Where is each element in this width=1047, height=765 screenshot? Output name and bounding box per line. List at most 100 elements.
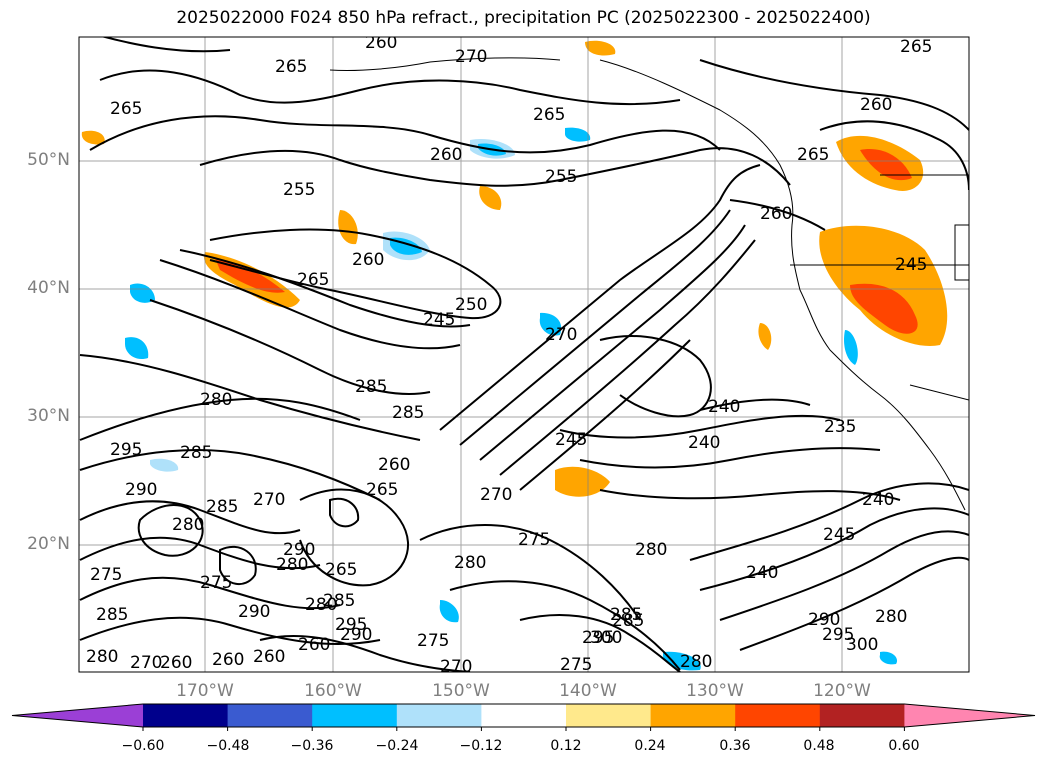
colorbar <box>11 703 1036 731</box>
colorbar-tick-label: −0.36 <box>290 738 334 754</box>
contour-label: 300 <box>590 628 622 648</box>
contour-label: 270 <box>480 485 512 505</box>
colorbar-segment <box>481 704 567 727</box>
contour-label: 235 <box>824 417 856 437</box>
contour-label: 270 <box>440 657 472 677</box>
contour-label: 295 <box>110 440 142 460</box>
contour-label: 275 <box>560 655 592 675</box>
colorbar-segment <box>312 704 398 727</box>
contour-label: 290 <box>283 540 315 560</box>
contour-label: 245 <box>895 255 927 275</box>
colorbar-tick-label: 0.36 <box>719 738 751 754</box>
contour-label: 265 <box>797 145 829 165</box>
contour-label: 245 <box>555 430 587 450</box>
contour-label: 270 <box>545 325 577 345</box>
contour-label: 280 <box>200 390 232 410</box>
colorbar-tick-label: −0.12 <box>459 738 503 754</box>
contour-label: 250 <box>455 295 487 315</box>
contour-label: 240 <box>708 397 740 417</box>
contour-label: 280 <box>635 540 667 560</box>
colorbar-segment <box>735 704 821 727</box>
lat-label: 50°N <box>27 150 70 170</box>
contour-label: 295 <box>582 628 614 648</box>
colorbar-segment <box>566 704 652 727</box>
contour-label: 260 <box>352 250 384 270</box>
colorbar-tick-label: −0.60 <box>121 738 165 754</box>
contour-label: 285 <box>96 605 128 625</box>
colorbar-tick-label: 0.24 <box>634 738 666 754</box>
map-background <box>79 37 969 672</box>
contour-label: 270 <box>253 490 285 510</box>
contour-label: 260 <box>430 145 462 165</box>
colorbar-segment <box>143 704 229 727</box>
lon-label: 140°W <box>559 681 617 701</box>
contour-label: 285 <box>392 403 424 423</box>
contour-label: 240 <box>862 490 894 510</box>
contour-label: 280 <box>86 647 118 667</box>
contour-label: 275 <box>90 565 122 585</box>
contour-label: 285 <box>612 611 644 631</box>
contour-label: 265 <box>366 480 398 500</box>
lon-label: 170°W <box>176 681 234 701</box>
contour-labels: 265 270 260 265 265 260 265 255 260 265 … <box>86 33 932 677</box>
contour-label: 280 <box>680 652 712 672</box>
contour-label: 265 <box>110 99 142 119</box>
contour-label: 260 <box>365 33 397 53</box>
contour-label: 260 <box>298 635 330 655</box>
contour-label: 280 <box>172 515 204 535</box>
contour-label: 260 <box>760 204 792 224</box>
colorbar-tick-label: 0.48 <box>803 738 835 754</box>
lat-label: 30°N <box>27 406 70 426</box>
contour-label: 280 <box>875 607 907 627</box>
coastlines <box>329 57 969 511</box>
page-title: 2025022000 F024 850 hPa refract., precip… <box>176 8 871 28</box>
contour-label: 275 <box>417 631 449 651</box>
colorbar-tick-label: −0.24 <box>375 738 419 754</box>
contour-label: 270 <box>455 47 487 67</box>
lat-label: 40°N <box>27 278 70 298</box>
contour-label: 285 <box>355 377 387 397</box>
contour-label: 285 <box>323 591 355 611</box>
contour-label: 290 <box>340 625 372 645</box>
lon-label: 120°W <box>813 681 871 701</box>
contour-label: 285 <box>180 443 212 463</box>
lon-label: 150°W <box>432 681 490 701</box>
colorbar-segment <box>650 704 736 727</box>
contour-label: 255 <box>545 167 577 187</box>
contour-label: 265 <box>900 37 932 57</box>
colorbar-tick-label: −0.48 <box>206 738 250 754</box>
lat-label: 20°N <box>27 534 70 554</box>
contour-label: 265 <box>275 57 307 77</box>
contour-label: 280 <box>305 595 337 615</box>
contour-label: 265 <box>297 270 329 290</box>
contour-label: 245 <box>423 310 455 330</box>
contour-label: 265 <box>325 560 357 580</box>
colorbar-segment <box>819 704 905 727</box>
lon-label: 130°W <box>686 681 744 701</box>
contour-label: 295 <box>822 625 854 645</box>
colorbar-extend-high <box>904 704 1035 727</box>
contour-label: 260 <box>212 650 244 670</box>
contour-label: 275 <box>200 573 232 593</box>
contour-label: 260 <box>378 455 410 475</box>
contour-label: 300 <box>846 635 878 655</box>
contour-label: 245 <box>823 525 855 545</box>
contour-label: 285 <box>206 497 238 517</box>
colorbar-segment <box>227 704 313 727</box>
contour-label: 255 <box>283 180 315 200</box>
contour-label: 280 <box>276 555 308 575</box>
contour-label: 290 <box>125 480 157 500</box>
contour-label: 290 <box>238 602 270 622</box>
contour-label: 260 <box>253 647 285 667</box>
contour-label: 295 <box>335 615 367 635</box>
contour-label: 260 <box>860 95 892 115</box>
contour-label: 285 <box>610 605 642 625</box>
colorbar-extend-low <box>12 704 143 727</box>
contour-label: 270 <box>130 653 162 673</box>
contour-label: 290 <box>808 610 840 630</box>
contour-label: 280 <box>454 553 486 573</box>
colorbar-tick-label: 0.12 <box>550 738 582 754</box>
colorbar-tick-label: 0.60 <box>888 738 920 754</box>
contour-label: 240 <box>746 563 778 583</box>
